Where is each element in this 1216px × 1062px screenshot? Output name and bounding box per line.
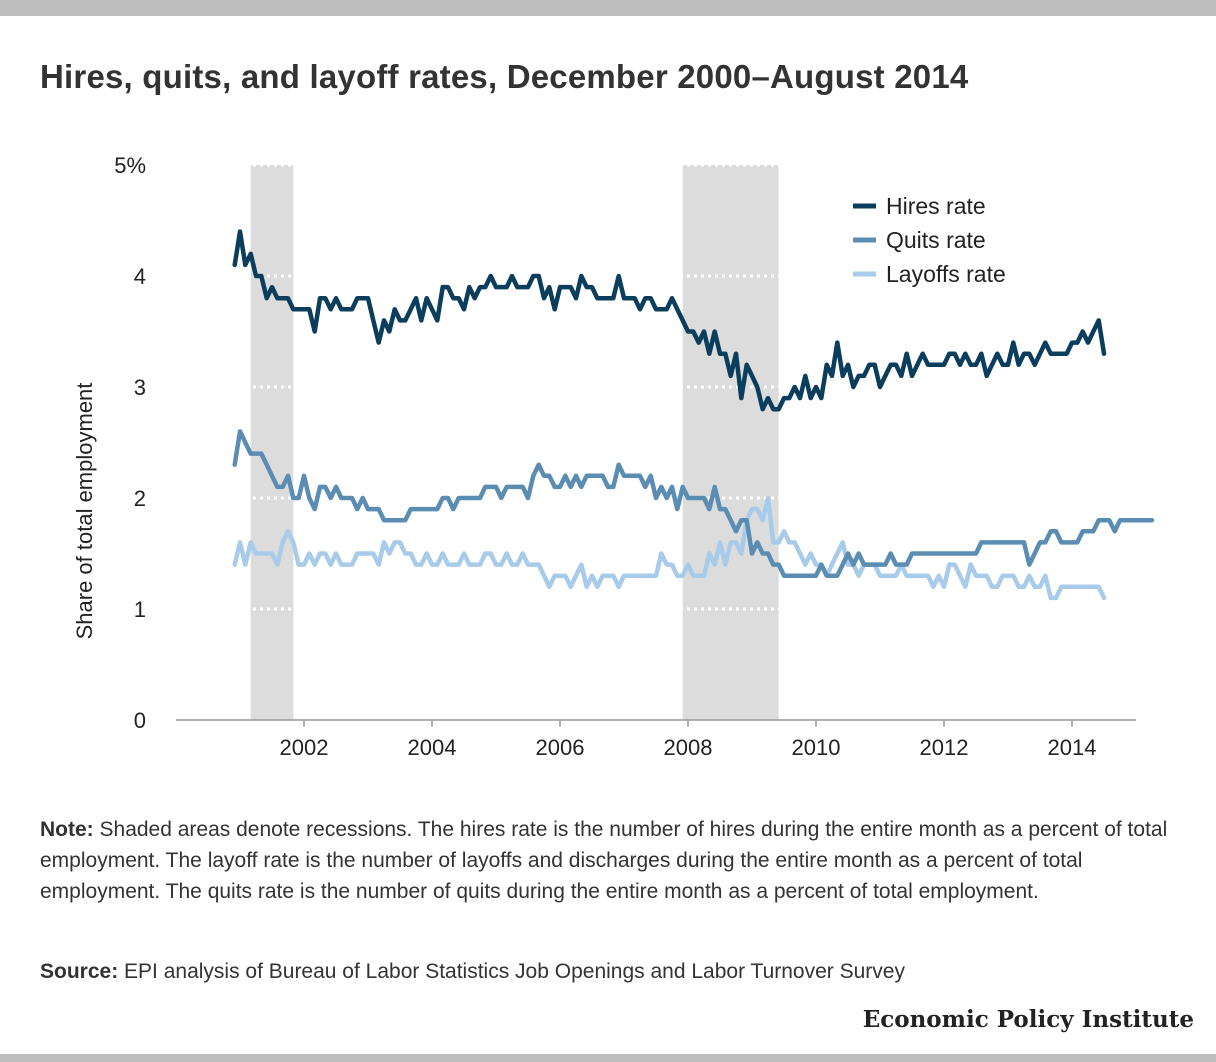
top-border-bar <box>0 0 1216 16</box>
series-quits-rate <box>232 429 1155 578</box>
bottom-border-bar <box>0 1054 1216 1062</box>
y-tick-label: 1 <box>134 597 146 622</box>
chart-title: Hires, quits, and layoff rates, December… <box>40 58 969 95</box>
recession-band-1 <box>250 165 294 720</box>
legend-label-hires-rate: Hires rate <box>886 193 986 219</box>
series-lines <box>232 229 1155 601</box>
brand-logo-text: Economic Policy Institute <box>862 1006 1194 1033</box>
x-tick-label: 2004 <box>408 735 457 760</box>
series-layoffs-rate <box>232 495 1107 601</box>
source-label: Source: <box>40 960 119 983</box>
source-text: EPI analysis of Bureau of Labor Statisti… <box>118 960 905 983</box>
source: Source: EPI analysis of Bureau of Labor … <box>40 956 1180 987</box>
x-tick-label: 2006 <box>536 735 585 760</box>
legend: Hires rate Quits rate Layoffs rate <box>853 193 1006 287</box>
recession-band-2 <box>682 165 779 720</box>
y-tick-label: 5% <box>114 153 146 178</box>
gridlines <box>176 163 1136 611</box>
note-text: Shaded areas denote recessions. The hire… <box>40 818 1168 903</box>
y-axis-title: Share of total employment <box>72 383 97 640</box>
x-tick-label: 2010 <box>792 735 841 760</box>
y-tick-label: 3 <box>134 375 146 400</box>
y-tick-label: 0 <box>134 708 146 733</box>
x-tick-label: 2014 <box>1048 735 1097 760</box>
x-tick-label: 2008 <box>664 735 713 760</box>
y-tick-label: 4 <box>134 264 146 289</box>
series-hires-rate <box>232 229 1107 412</box>
x-axis-ticks: 2002 2004 2006 2008 2010 2012 2014 <box>280 720 1097 760</box>
x-tick-label: 2002 <box>280 735 329 760</box>
x-tick-label: 2012 <box>920 735 969 760</box>
legend-label-quits-rate: Quits rate <box>886 227 986 253</box>
line-chart: 0 1 2 3 4 5% 2002 2004 2006 2008 2010 2012 2014 Sha… <box>72 153 1155 760</box>
y-tick-label: 2 <box>134 486 146 511</box>
note-label: Note: <box>40 818 94 841</box>
note: Note: Shaded areas denote recessions. Th… <box>40 814 1180 907</box>
recession-shading <box>250 165 779 720</box>
legend-label-layoffs-rate: Layoffs rate <box>886 261 1006 287</box>
y-axis-ticks: 0 1 2 3 4 5% <box>114 153 146 733</box>
